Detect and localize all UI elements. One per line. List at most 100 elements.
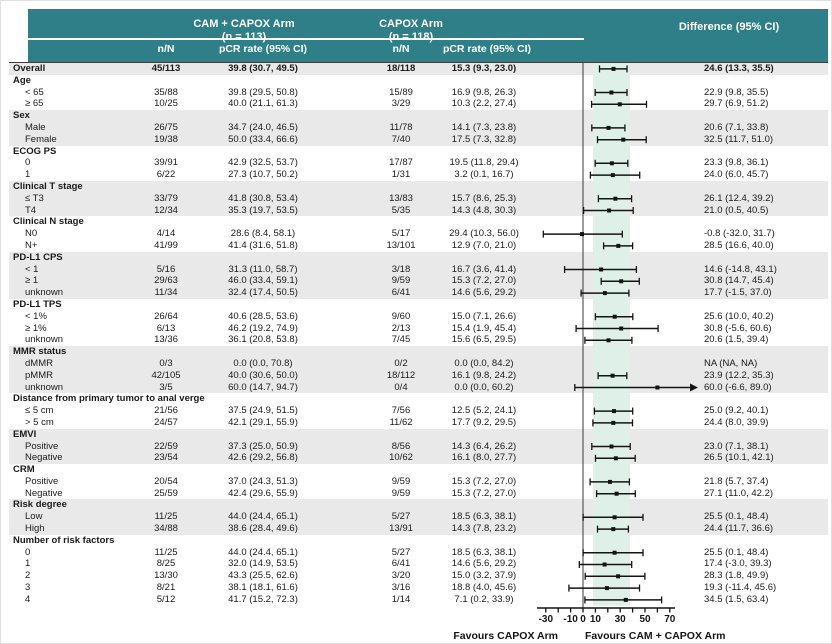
cam-pcr-value: 42.1 (29.1, 55.9) (228, 416, 298, 428)
table-row: T4 12/34 35.3 (19.7, 53.5) 5/35 14.3 (4.8, 3… (9, 204, 828, 217)
cam-nN-value: 6/13 (156, 322, 176, 334)
difference-value: 24.4 (8.0, 39.9) (704, 416, 769, 428)
cam-pcr-value: 28.6 (8.4, 58.1) (230, 228, 296, 240)
cam-pcr-value: 44.0 (24.4, 65.1) (228, 546, 298, 558)
subgroup-label: PD-L1 CPS (13, 251, 63, 263)
capox-pcr-value: 18.5 (6.3, 38.1) (451, 511, 517, 523)
difference-value: NA (NA, NA) (704, 357, 758, 369)
capox-nN-value: 7/45 (391, 334, 411, 346)
cam-nN-value: 5/12 (156, 593, 176, 605)
cam-nN-value: 11/25 (154, 511, 178, 523)
table-row: Female 19/38 50.0 (33.4, 66.6) 7/40 17.5 (7.… (9, 133, 828, 146)
cam-pcr-value: 38.6 (28.4, 49.6) (228, 523, 298, 535)
capox-nN-value: 3/20 (391, 570, 411, 582)
table-row: < 1 5/16 31.3 (11.0, 58.7) 3/18 16.7 (3.6, 4… (9, 263, 828, 276)
difference-value: 23.0 (7.1, 38.1) (704, 440, 769, 452)
subgroup-label: High (25, 523, 45, 535)
header-separator (28, 38, 584, 40)
subgroup-label: 3 (25, 582, 31, 594)
capox-pcr-value: 15.0 (7.1, 26.6) (451, 310, 517, 322)
cam-nN-value: 11/25 (154, 546, 178, 558)
capox-nN-value: 7/56 (391, 405, 411, 417)
capox-nN-value: 17/87 (389, 157, 413, 169)
difference-value: 34.5 (1.5, 63.4) (704, 593, 769, 605)
difference-value: 20.6 (1.5, 39.4) (704, 334, 769, 346)
cam-nN-value: 25/59 (154, 487, 178, 499)
difference-value: 17.7 (-1.5, 37.0) (704, 287, 772, 299)
subgroup-label: Female (25, 133, 57, 145)
subgroup-label: EMVI (13, 428, 37, 440)
capox-pcr-value: 16.9 (9.8, 26.3) (451, 86, 517, 98)
table-row: > 5 cm 24/57 42.1 (29.1, 55.9) 11/62 17.7 (9… (9, 417, 828, 429)
difference-value: 28.5 (16.6, 40.0) (704, 239, 774, 251)
cam-nN-value: 10/25 (154, 98, 178, 110)
cam-nN-value: 20/54 (154, 475, 178, 487)
cam-pcr-value: 38.1 (18.1, 61.6) (228, 582, 298, 594)
difference-value: 21.8 (5.7, 37.4) (704, 475, 769, 487)
table-row: ≥ 1 29/63 46.0 (33.4, 59.1) 9/59 15.3 (7.2, … (9, 275, 828, 288)
cam-pcr-value: 37.3 (25.0, 50.9) (228, 440, 298, 452)
subgroup-label: CRM (13, 464, 35, 476)
cam-pcr-value: 42.9 (32.5, 53.7) (228, 157, 298, 169)
arm2-title: CAPOX Arm (379, 18, 443, 30)
capox-nN-value: 9/60 (391, 310, 411, 322)
capox-nN-value: 2/13 (391, 322, 411, 334)
subgroup-label: < 1% (25, 310, 47, 322)
table-row: CRM (9, 464, 828, 476)
subgroup-label: dMMR (25, 357, 53, 369)
cam-pcr-value: 31.3 (11.0, 58.7) (228, 263, 298, 275)
cam-nN-value: 33/79 (154, 192, 178, 204)
cam-pcr-value: 42.6 (29.2, 56.8) (228, 452, 298, 464)
arm1-header: CAM + CAPOX Arm (n = 113) (144, 18, 344, 44)
table-header: CAM + CAPOX Arm (n = 113) CAPOX Arm (n =… (28, 9, 828, 62)
table-row: 2 13/30 43.3 (25.5, 62.6) 3/20 15.0 (3.2, 37… (9, 570, 828, 582)
table-row: unknown 11/34 32.4 (17.4, 50.5) 6/41 14.6 (5… (9, 287, 828, 299)
cam-nN-value: 8/25 (156, 558, 176, 570)
x-axis-tick-label: -30 (539, 614, 554, 625)
cam-pcr-value: 46.0 (33.4, 59.1) (228, 275, 298, 287)
difference-value: 23.3 (9.8, 36.1) (704, 157, 769, 169)
table-row: Age (9, 75, 828, 87)
capox-pcr-value: 7.1 (0.2, 33.9) (454, 593, 514, 605)
x-axis (537, 607, 675, 613)
capox-pcr-value: 16.1 (9.8, 24.2) (451, 369, 517, 381)
capox-nN-value: 3/16 (391, 582, 411, 594)
subgroup-label: Positive (25, 440, 59, 452)
capox-nN-value: 11/62 (389, 416, 413, 428)
capox-pcr-value: 18.8 (4.0, 45.6) (451, 582, 517, 594)
subgroup-label: Number of risk factors (13, 534, 115, 546)
subgroup-label: Overall (13, 63, 46, 74)
subgroup-label: pMMR (25, 369, 53, 381)
arm2-n: (n = 118) (388, 31, 434, 43)
subgroup-label: Risk degree (13, 499, 67, 511)
table-row: Male 26/75 34.7 (24.0, 46.5) 11/78 14.1 (7.3… (9, 121, 828, 134)
table-row: < 1% 26/64 40.6 (28.5, 53.6) 9/60 15.0 (7.1,… (9, 311, 828, 323)
table-row: Risk degree (9, 499, 828, 512)
table-row: 1 8/25 32.0 (14.9, 53.5) 6/41 14.6 (5.6, 29.… (9, 558, 828, 570)
difference-value: 25.6 (10.0, 40.2) (704, 310, 774, 322)
subgroup-label: MMR status (13, 346, 67, 358)
capox-nN-value: 18/118 (386, 63, 416, 74)
subgroup-label: unknown (25, 381, 64, 393)
header-rule (9, 62, 828, 63)
difference-value: 26.5 (10.1, 42.1) (704, 452, 774, 464)
cam-pcr-value: 50.0 (33.4, 66.6) (228, 133, 298, 145)
x-axis-tick-label: 50 (639, 614, 651, 625)
subgroup-label: PD-L1 TPS (13, 298, 62, 310)
table-row: pMMR 42/105 40.0 (30.6, 50.0) 18/112 16.1 (9… (9, 369, 828, 382)
cam-nN-value: 41/99 (154, 239, 178, 251)
cam-pcr-value: 39.8 (30.7, 49.5) (228, 63, 298, 74)
table-row: unknown 3/5 60.0 (14.7, 94.7) 0/4 0.0 (0.0, … (9, 381, 828, 394)
cam-pcr-value: 40.0 (21.1, 61.3) (228, 98, 298, 110)
x-axis-tick-label: 10 (590, 614, 602, 625)
subgroup-table: Overall 45/113 39.8 (30.7, 49.5) 18/118 15.3… (9, 63, 828, 606)
cam-nN-value: 42/105 (151, 369, 181, 381)
capox-pcr-value: 18.5 (6.3, 38.1) (451, 546, 517, 558)
cam-nN-value: 3/5 (159, 381, 173, 393)
subgroup-label: 1 (25, 558, 31, 570)
subgroup-label: < 65 (25, 86, 44, 98)
difference-value: -0.8 (-32.0, 31.7) (704, 228, 775, 240)
cam-nN-value: 35/88 (154, 86, 178, 98)
difference-column-header: Difference (95% CI) (678, 21, 780, 33)
